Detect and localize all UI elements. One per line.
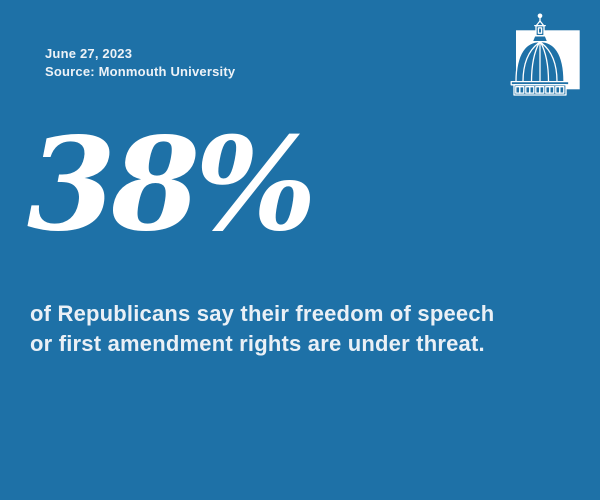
- stat-value: 38%: [27, 110, 317, 260]
- capitol-dome-icon: [510, 13, 580, 96]
- stat-description-line-1: of Republicans say their freedom of spee…: [30, 301, 495, 326]
- stat-description-line-2: or first amendment rights are under thre…: [30, 331, 485, 356]
- meta-block: June 27, 2023 Source: Monmouth Universit…: [45, 45, 235, 81]
- stat-description: of Republicans say their freedom of spee…: [30, 299, 494, 359]
- date-text: June 27, 2023: [45, 46, 133, 61]
- source-text: Source: Monmouth University: [45, 64, 236, 79]
